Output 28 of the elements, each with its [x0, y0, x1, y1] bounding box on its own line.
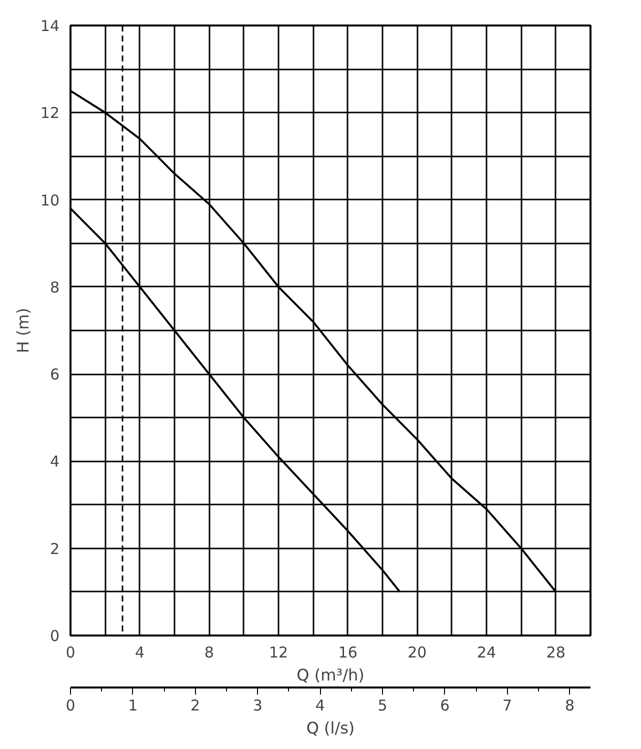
x2-tick-label: 6 — [440, 696, 450, 714]
x2-tick-label: 1 — [128, 696, 138, 714]
x-tick-label: 28 — [546, 644, 566, 662]
x-tick-label: 12 — [268, 644, 288, 662]
x-tick-label: 20 — [408, 644, 427, 662]
x-tick-label: 16 — [338, 644, 358, 662]
x-axis-title: Q (m³/h) — [296, 666, 364, 684]
y-tick-label: 12 — [40, 104, 60, 122]
x-tick-label: 0 — [66, 644, 76, 662]
y-tick-label: 0 — [50, 627, 60, 645]
x-tick-label: 8 — [204, 644, 214, 662]
x2-tick-label: 2 — [190, 696, 200, 714]
y-tick-label: 8 — [50, 278, 60, 296]
x2-tick-label: 5 — [378, 696, 388, 714]
y-tick-label: 2 — [50, 540, 60, 558]
x2-tick-label: 0 — [66, 696, 76, 714]
x2-tick-label: 4 — [315, 696, 325, 714]
x-tick-label: 24 — [476, 644, 496, 662]
y-tick-label: 14 — [40, 17, 60, 35]
x-tick-label: 4 — [135, 644, 145, 662]
x2-axis-title: Q (l/s) — [306, 718, 355, 738]
y-tick-label: 4 — [50, 452, 60, 471]
y-axis-title: H (m) — [13, 308, 32, 354]
y-tick-label: 10 — [40, 191, 60, 210]
x2-tick-label: 7 — [502, 696, 512, 714]
y-tick-label: 6 — [50, 366, 60, 384]
x2-tick-label: 3 — [252, 696, 262, 714]
x2-tick-label: 8 — [564, 696, 574, 714]
